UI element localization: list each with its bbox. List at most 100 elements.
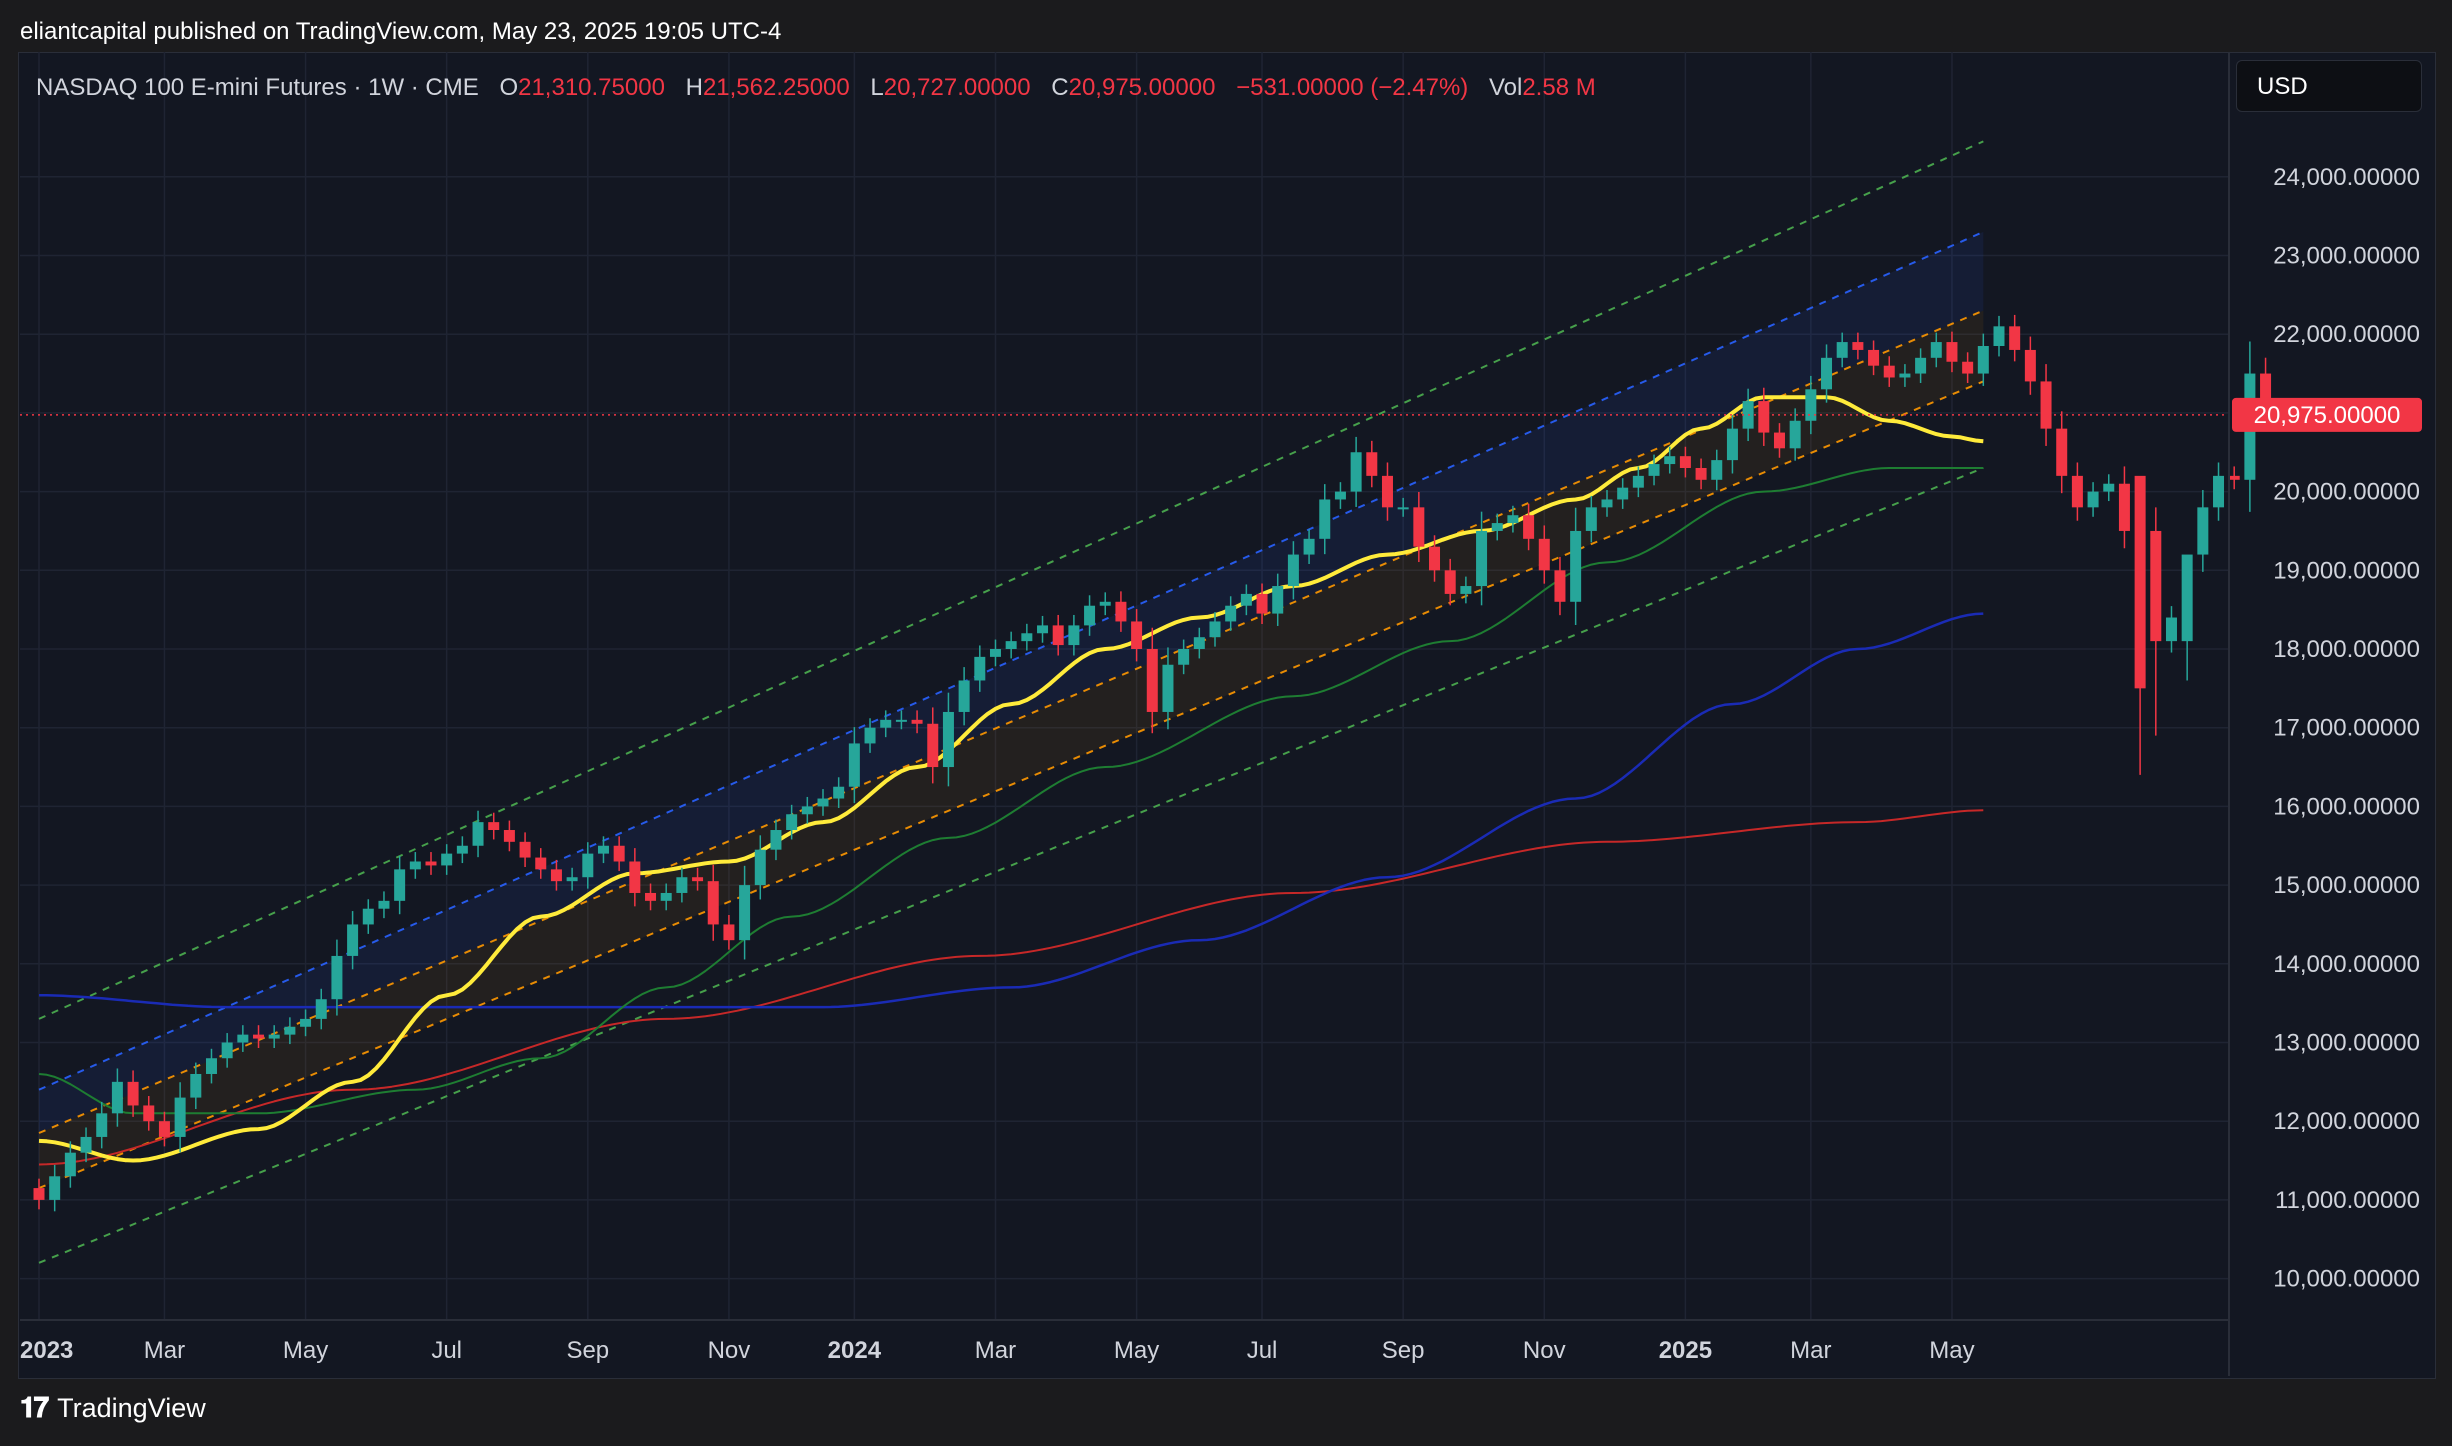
candle (739, 865, 751, 960)
y-tick-label: 10,000.00000 (2273, 1266, 2420, 1293)
last-price-badge (2232, 397, 2422, 432)
candle (1585, 495, 1597, 543)
candle (645, 883, 657, 911)
candle-body (1052, 625, 1064, 646)
candle-body (1178, 649, 1190, 665)
candle (1052, 614, 1064, 656)
low-label: L (870, 74, 884, 101)
candle-body (613, 845, 625, 862)
candle-body (503, 830, 515, 842)
candle (378, 891, 390, 919)
candle (911, 710, 923, 734)
candle-body (253, 1034, 265, 1039)
candle-body (1209, 621, 1221, 638)
candle-body (864, 727, 876, 744)
y-tick-label: 15,000.00000 (2273, 872, 2420, 899)
candle-body (488, 822, 500, 831)
candle-body (1758, 401, 1770, 433)
channel-line-blue (38, 230, 1984, 1091)
candle (833, 777, 845, 808)
last-price-label: 20,975.00000 (2254, 402, 2401, 429)
currency-button[interactable]: USD (2236, 60, 2422, 112)
candle-body (362, 908, 374, 925)
candle-body (1821, 357, 1833, 390)
candle (1240, 584, 1252, 616)
candle-body (378, 900, 390, 909)
candle-body (127, 1081, 139, 1106)
candle-body (441, 853, 453, 866)
candle-body (1836, 342, 1848, 358)
ma-line-yellow (38, 395, 1984, 1163)
candle-body (268, 1034, 280, 1039)
candle (503, 820, 515, 852)
channel-band (39, 310, 1984, 1189)
candle (1005, 631, 1017, 659)
candle (1162, 647, 1174, 730)
candle-body (692, 877, 704, 882)
candle-body (1523, 515, 1535, 539)
candle (1429, 535, 1441, 582)
candle (676, 867, 688, 903)
candle-body (770, 830, 782, 850)
candle-body (1632, 475, 1644, 488)
tradingview-logo-icon: 𝟏𝟕 (20, 1392, 49, 1423)
candle-body (786, 814, 798, 831)
footer-brand[interactable]: 𝟏𝟕 TradingView (20, 1392, 206, 1425)
candle-body (629, 861, 641, 893)
candle-body (1507, 515, 1519, 524)
candle-body (1256, 593, 1268, 614)
candle-body (2103, 483, 2115, 492)
candle (2103, 474, 2115, 502)
candle-body (1444, 570, 1456, 594)
candle (519, 832, 531, 867)
candle (1789, 408, 1801, 461)
candle (174, 1082, 186, 1153)
candle-body (1021, 633, 1033, 642)
candle-body (1240, 593, 1252, 606)
x-tick-label: May (283, 1337, 328, 1364)
candle (535, 848, 547, 879)
candle (848, 727, 860, 804)
candle (488, 812, 500, 840)
candle (754, 835, 766, 900)
y-tick-label: 12,000.00000 (2273, 1108, 2420, 1135)
candle (1758, 387, 1770, 446)
candle (2181, 554, 2193, 681)
candle-body (111, 1081, 123, 1114)
candle (253, 1025, 265, 1049)
candle-body (1915, 357, 1927, 374)
open-value: 21,310.75000 (518, 74, 665, 101)
candle (1773, 423, 1785, 458)
candle (268, 1025, 280, 1049)
candle-body (911, 719, 923, 724)
x-tick-label: Mar (975, 1337, 1016, 1364)
candle-body (394, 869, 406, 901)
y-tick-label: 16,000.00000 (2273, 793, 2420, 820)
candle (1695, 458, 1707, 490)
candle (1303, 529, 1315, 565)
candle (2213, 462, 2225, 521)
candle-body (1068, 625, 1080, 646)
candle (1915, 348, 1927, 383)
candle-body (1319, 499, 1331, 539)
candle (1946, 331, 1958, 373)
candle-body (707, 881, 719, 925)
candle (1068, 614, 1080, 656)
candle-body (2134, 475, 2146, 689)
x-axis: 2023 Mar May Jul Sep Nov 2024 Mar May Jul Sep Nov 20… (20, 1319, 2229, 1364)
candle-body (1037, 625, 1049, 634)
x-tick-label: May (1929, 1337, 1974, 1364)
candle-body (676, 877, 688, 893)
candle (1099, 592, 1111, 616)
grid-lines (20, 52, 2228, 1320)
candle (817, 789, 829, 816)
symbol-name: NASDAQ 100 E-mini Futures · 1W · CME (36, 74, 479, 101)
candle-body (2165, 617, 2177, 642)
candles (33, 314, 2272, 1212)
candle-body (1946, 342, 1958, 362)
candle (566, 867, 578, 891)
candle (96, 1101, 108, 1149)
candle-body (2181, 554, 2193, 642)
candle (1852, 332, 1864, 360)
